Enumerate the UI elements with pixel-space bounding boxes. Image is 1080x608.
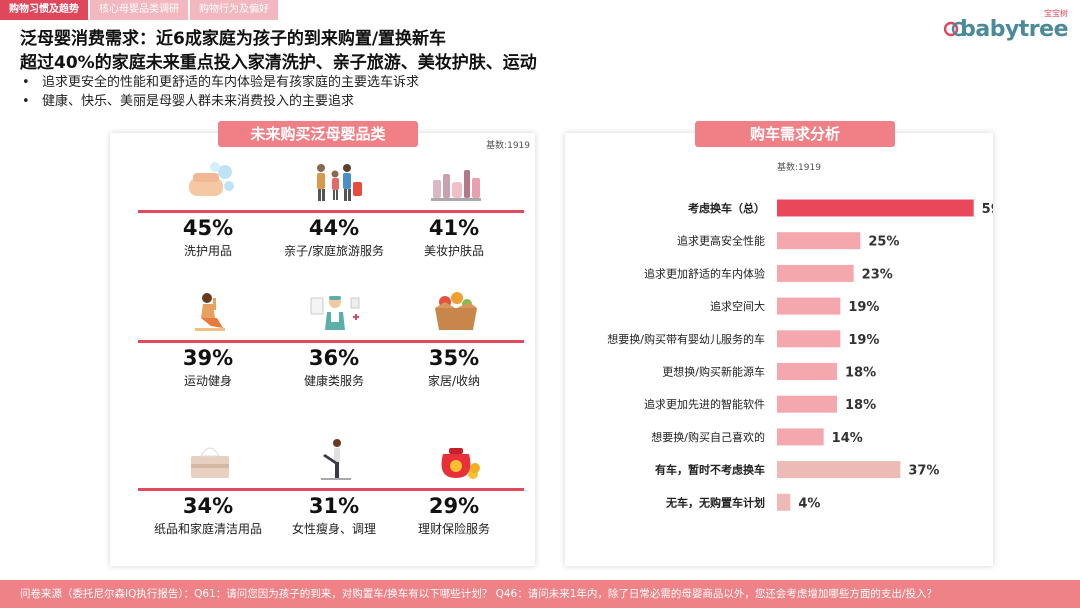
bar	[777, 395, 837, 413]
storage-box-icon	[435, 292, 477, 330]
bar-value-label: 59%	[982, 202, 993, 217]
cosmetics-icon	[431, 170, 481, 201]
fitness-icon	[195, 293, 225, 331]
bar-value-label: 18%	[845, 398, 876, 413]
category-bar	[384, 340, 524, 343]
category-label: 健康类服务	[303, 374, 364, 388]
category-percent: 34%	[182, 494, 234, 518]
car-sample-base: 基数:1919	[777, 163, 821, 173]
finding-item: 追求更安全的性能和更舒适的车内体验是有孩家庭的主要选车诉求	[22, 73, 419, 92]
logo-en-text: babytree	[960, 17, 1068, 42]
category-bar	[384, 488, 524, 491]
category-percent: 35%	[428, 346, 480, 370]
bar-category-label: 追求空间大	[710, 299, 765, 313]
category-label: 亲子/家庭旅游服务	[283, 244, 385, 258]
category-panel	[110, 133, 535, 566]
category-bar	[264, 488, 404, 491]
bar	[777, 363, 837, 380]
bar-category-label: 有车，暂时不考虑换车	[655, 463, 765, 477]
money-bag-icon	[441, 448, 480, 479]
bar	[777, 297, 841, 315]
finding-item: 健康、快乐、美丽是母婴人群未来消费投入的主要追求	[22, 92, 419, 111]
bar	[777, 493, 791, 511]
bar-category-label: 考虑换车（总）	[688, 201, 765, 215]
category-percent: 31%	[308, 494, 360, 518]
category-bar	[264, 210, 404, 213]
bar	[777, 461, 901, 479]
category-panel-title: 未来购买泛母婴品类	[218, 121, 418, 147]
bar-value-label: 14%	[832, 431, 863, 446]
category-percent: 36%	[308, 346, 360, 370]
category-label: 理财保险服务	[417, 522, 490, 536]
category-percent: 39%	[182, 346, 234, 370]
bar-value-label: 19%	[848, 333, 879, 348]
category-bar	[264, 340, 404, 343]
bar-category-label: 追求更加舒适的车内体验	[644, 266, 765, 280]
category-bar	[384, 210, 524, 213]
tab-core-categories[interactable]: 核心母婴品类调研	[90, 0, 188, 20]
bar	[777, 330, 841, 348]
category-percent: 41%	[428, 216, 480, 240]
bar-category-label: 想要换/购买带有婴幼儿服务的车	[607, 332, 765, 346]
category-label: 洗护用品	[183, 244, 232, 258]
category-label: 美妆护肤品	[423, 244, 484, 258]
bar-category-label: 想要换/购买自己喜欢的	[651, 430, 765, 444]
car-demand-chart: 考虑换车（总） 59% 追求更高安全性能 25% 追求更加舒适的车内体验 23% 追求空间大…	[607, 199, 993, 511]
tab-shopping-behavior[interactable]: 购物行为及偏好	[190, 0, 278, 20]
hand-wash-icon	[189, 162, 234, 196]
category-label: 纸品和家庭清洁用品	[153, 522, 262, 536]
category-percent: 29%	[428, 494, 480, 518]
tab-shopping-habits[interactable]: 购物习惯及趋势	[0, 0, 88, 20]
source-note: 问卷来源（委托尼尔森IQ执行报告）：Q61：请问您因为孩子的到来，对购置车/换车…	[20, 588, 937, 600]
yoga-icon	[321, 439, 351, 480]
babytree-mark-icon	[944, 21, 966, 37]
category-percent: 45%	[182, 216, 234, 240]
bar-category-label: 追求更加先进的智能软件	[644, 397, 765, 411]
category-label: 家居/收纳	[427, 374, 481, 388]
headline-line-1: 泛母婴消费需求：近6成家庭为孩子的到来购置/置换新车	[20, 29, 447, 49]
category-bar	[138, 340, 278, 343]
category-bar	[138, 488, 278, 491]
category-label: 运动健身	[183, 374, 232, 388]
doctor-icon	[310, 296, 360, 330]
bar-value-label: 4%	[798, 496, 820, 511]
bar-value-label: 37%	[908, 464, 939, 479]
bar-value-label: 18%	[845, 366, 876, 381]
bar-value-label: 23%	[862, 267, 893, 282]
section-tabs: 购物习惯及趋势 核心母婴品类调研 购物行为及偏好	[0, 0, 280, 20]
babytree-logo: 宝宝树 babytree	[944, 8, 1068, 42]
bar	[777, 232, 861, 250]
bar-category-label: 更想换/购买新能源车	[662, 365, 765, 379]
bar-value-label: 19%	[848, 300, 879, 315]
car-demand-panel-title: 购车需求分析	[695, 121, 895, 147]
key-findings: 追求更安全的性能和更舒适的车内体验是有孩家庭的主要选车诉求 健康、快乐、美丽是母…	[22, 73, 419, 111]
bar-category-label: 无车，无购置车计划	[665, 495, 765, 509]
bar	[777, 428, 824, 446]
family-travel-icon	[317, 164, 362, 201]
tissue-box-icon	[191, 447, 229, 478]
bar	[777, 264, 854, 282]
headline-line-2: 超过40%的家庭未来重点投入家清洗护、亲子旅游、美妆护肤、运动	[20, 53, 537, 73]
bar-category-label: 追求更高安全性能	[677, 234, 765, 248]
source-footer: 问卷来源（委托尼尔森IQ执行报告）：Q61：请问您因为孩子的到来，对购置车/换车…	[0, 580, 1080, 608]
category-sample-base: 基数:1919	[486, 141, 530, 151]
bar-value-label: 25%	[868, 235, 899, 250]
category-percent: 44%	[308, 216, 360, 240]
bar	[777, 199, 974, 217]
category-bar	[138, 210, 278, 213]
logo-cn-text: 宝宝树	[1044, 9, 1068, 18]
category-label: 女性瘦身、调理	[291, 522, 376, 536]
